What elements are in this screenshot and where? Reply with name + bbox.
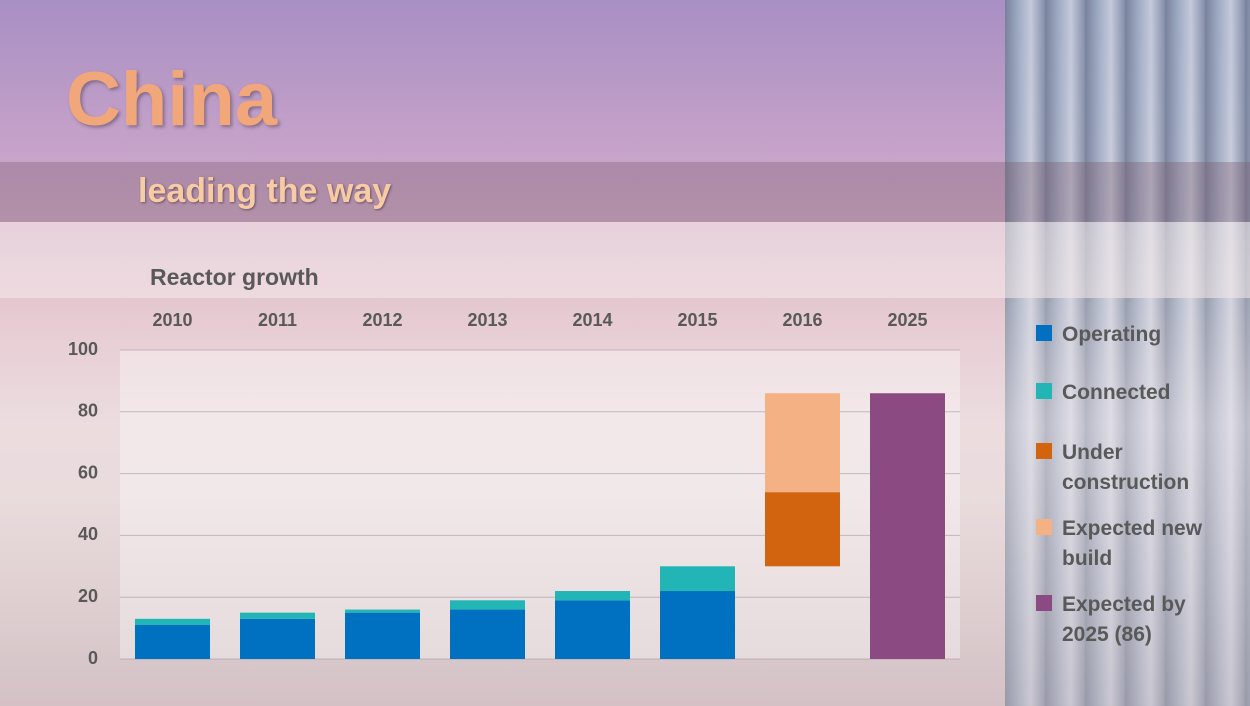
legend-label: Operating <box>1062 323 1162 346</box>
chart-title: Reactor growth <box>150 264 319 290</box>
x-tick-label: 2011 <box>258 310 297 330</box>
y-tick-label: 20 <box>78 586 98 606</box>
legend-label: Expected new build <box>1062 517 1203 570</box>
legend-item: Expected new build <box>1036 514 1222 574</box>
bar-segment <box>660 591 735 659</box>
legend-item: Under construction <box>1036 438 1222 498</box>
x-tick-label: 2016 <box>782 310 822 330</box>
y-tick-label: 40 <box>78 524 98 544</box>
bar-segment <box>555 600 630 659</box>
x-tick-label: 2012 <box>362 310 402 330</box>
band <box>0 222 1250 298</box>
legend-swatch <box>1036 519 1052 535</box>
bar-segment <box>135 625 210 659</box>
x-tick-label: 2015 <box>677 310 717 330</box>
bar-segment <box>345 612 420 659</box>
y-tick-label: 0 <box>88 648 98 668</box>
legend-label: Under construction <box>1062 441 1190 494</box>
bar-segment <box>450 600 525 610</box>
bar-segment <box>660 566 735 592</box>
band <box>0 162 1250 222</box>
legend-item: Expected by 2025 (86) <box>1036 590 1222 650</box>
bar-segment <box>135 618 210 626</box>
slide-subtitle: leading the way <box>138 172 392 210</box>
y-tick-label: 80 <box>78 401 98 421</box>
legend-item: Connected <box>1036 378 1222 408</box>
legend-item: Operating <box>1036 320 1222 350</box>
legend-swatch <box>1036 325 1052 341</box>
bar-segment <box>345 609 420 613</box>
slide-title: China <box>66 57 278 142</box>
bar-segment <box>240 612 315 619</box>
bar-segment <box>765 393 840 493</box>
x-tick-label: 2013 <box>467 310 507 330</box>
bar-segment <box>555 591 630 601</box>
legend-label: Connected <box>1062 381 1171 404</box>
legend-swatch <box>1036 443 1052 459</box>
bar-segment <box>765 492 840 567</box>
y-tick-label: 100 <box>68 339 98 359</box>
x-tick-label: 2025 <box>887 310 927 330</box>
x-tick-label: 2014 <box>572 310 612 330</box>
bar-segment <box>450 609 525 659</box>
legend-label: Expected by 2025 (86) <box>1062 593 1186 646</box>
x-tick-label: 2010 <box>152 310 192 330</box>
bar-segment <box>240 618 315 659</box>
legend-swatch <box>1036 383 1052 399</box>
legend-swatch <box>1036 595 1052 611</box>
y-tick-label: 60 <box>78 462 98 482</box>
bar-segment <box>870 393 945 659</box>
